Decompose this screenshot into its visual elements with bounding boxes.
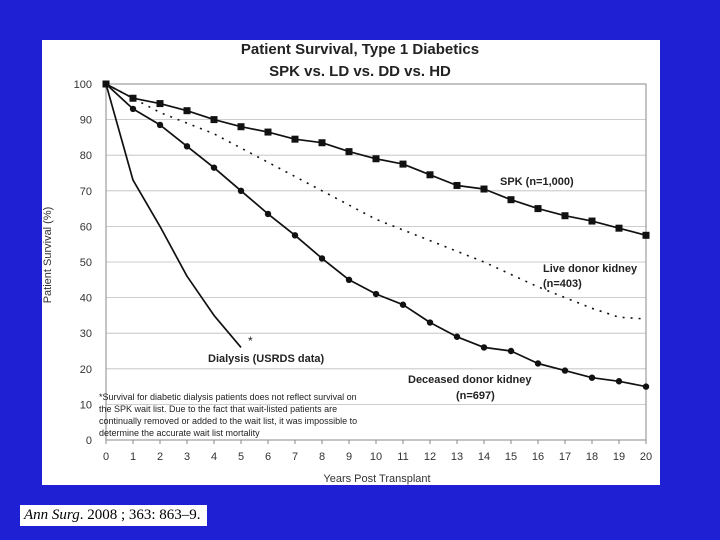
data-point-spk [183,107,191,115]
y-tick-label: 0 [86,435,92,447]
x-tick-label: 8 [319,451,325,463]
y-tick-label: 30 [80,328,92,340]
data-point-spk [534,205,542,213]
data-point-spk [426,171,434,179]
y-tick-label: 100 [74,79,92,91]
data-point-deceased-donor-kidney [372,290,380,298]
series-line-dialysis [105,83,242,348]
x-tick-label: 20 [640,451,652,463]
live-donor-label: Live donor kidney [543,263,638,275]
live-donor-n-label: (n=403) [543,278,582,290]
citation-details: . 2008 ; 363: 863–9. [79,507,201,523]
deceased-donor-label: Deceased donor kidney [408,374,532,386]
footnote-line: the SPK wait list. Due to the fact that … [99,404,337,414]
data-point-spk [264,128,272,136]
x-tick-label: 0 [103,451,109,463]
y-tick-label: 90 [80,115,92,127]
data-point-spk [129,94,137,102]
y-tick-label: 70 [80,186,92,198]
data-point-deceased-donor-kidney [264,210,272,218]
chart-title: Patient Survival, Type 1 Diabetics [241,41,479,58]
x-tick-label: 12 [424,451,436,463]
x-tick-label: 16 [532,451,544,463]
x-tick-label: 11 [397,451,408,463]
data-point-spk [318,139,326,147]
y-tick-label: 60 [80,221,92,233]
chart-subtitle: SPK vs. LD vs. DD vs. HD [269,63,451,80]
data-point-spk [453,181,461,189]
data-point-deceased-donor-kidney [561,367,569,374]
data-point-deceased-donor-kidney [588,374,596,381]
citation: Ann Surg. 2008 ; 363: 863–9. [20,505,207,526]
series-line-deceased-donor-kidney [105,83,647,388]
data-point-deceased-donor-kidney [291,232,299,239]
data-point-spk [480,185,488,193]
x-tick-label: 1 [130,451,136,463]
data-point-spk [642,231,650,239]
survival-chart: Patient Survival, Type 1 Diabetics SPK v… [42,41,652,485]
x-tick-label: 4 [211,451,217,463]
data-point-spk [291,135,299,143]
data-point-deceased-donor-kidney [507,347,515,355]
footnote-line: continually removed or added to the wait… [99,416,357,426]
data-point-deceased-donor-kidney [426,319,434,326]
y-tick-label: 10 [80,399,92,411]
data-point-spk [399,160,407,168]
x-tick-label: 2 [157,451,163,463]
x-tick-label: 10 [370,451,382,463]
footnote: *Survival for diabetic dialysis patients… [99,392,357,438]
data-point-spk [210,116,218,124]
y-tick-label: 40 [80,293,92,305]
x-tick-label: 6 [265,451,271,463]
data-point-spk [561,212,569,220]
x-tick-label: 18 [586,451,598,463]
data-point-deceased-donor-kidney [642,383,650,390]
footnote-line: determine the accurate wait list mortali… [99,428,260,438]
citation-journal: Ann Surg [24,507,80,523]
x-tick-label: 3 [184,451,190,463]
data-point-spk [237,123,245,131]
data-point-spk [156,100,164,108]
data-point-deceased-donor-kidney [156,121,164,129]
x-axis-label: Years Post Transplant [323,473,430,485]
data-point-spk [372,155,380,163]
x-tick-label: 7 [292,451,298,463]
data-point-spk [507,196,515,204]
x-tick-label: 5 [238,451,244,463]
data-point-spk [345,148,353,156]
x-tick-label: 19 [613,451,625,463]
spk-label: SPK (n=1,000) [500,176,574,188]
data-point-deceased-donor-kidney [183,143,191,150]
footnote-line: *Survival for diabetic dialysis patients… [99,392,357,402]
dialysis-label: Dialysis (USRDS data) [208,353,324,365]
data-point-spk [588,217,596,225]
data-point-deceased-donor-kidney [480,344,488,351]
x-tick-label: 9 [346,451,352,463]
data-point-deceased-donor-kidney [129,105,137,113]
data-point-deceased-donor-kidney [318,255,326,262]
data-point-deceased-donor-kidney [399,301,407,308]
data-point-deceased-donor-kidney [237,187,245,194]
data-point-deceased-donor-kidney [615,378,623,385]
data-point-deceased-donor-kidney [534,360,542,367]
x-tick-label: 14 [478,451,490,463]
x-tick-label: 13 [451,451,463,463]
data-point-deceased-donor-kidney [453,333,461,340]
grid [106,83,646,441]
y-tick-label: 20 [80,364,92,376]
dialysis-asterisk: * [248,334,253,348]
y-axis-label: Patient Survival (%) [42,207,54,304]
data-point-deceased-donor-kidney [345,276,353,283]
data-point-deceased-donor-kidney [210,164,218,171]
y-tick-label: 80 [80,150,92,162]
y-tick-label: 50 [80,257,92,269]
x-tick-label: 17 [559,451,571,463]
data-point-spk [615,224,623,232]
chart-panel: Patient Survival, Type 1 Diabetics SPK v… [42,40,660,485]
deceased-donor-n-label: (n=697) [456,390,495,402]
series [102,80,650,390]
x-tick-label: 15 [505,451,517,463]
